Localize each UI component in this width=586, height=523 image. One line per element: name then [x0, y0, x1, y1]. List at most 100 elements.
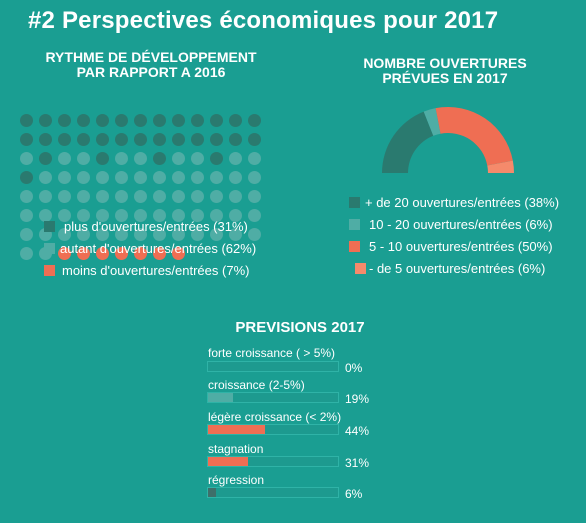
- dot-plus: [20, 171, 33, 184]
- dot-autant: [115, 152, 128, 165]
- dot-plus: [77, 114, 90, 127]
- dot-plus: [96, 152, 109, 165]
- dot-autant: [20, 190, 33, 203]
- dot-autant: [115, 171, 128, 184]
- bar-track-legere: [207, 424, 339, 435]
- rythme-heading: RYTHME DE DÉVELOPPEMENT PAR RAPPORT A 20…: [20, 50, 282, 80]
- dot-plus: [115, 114, 128, 127]
- legend-swatch-autant: [44, 243, 55, 254]
- dot-autant: [20, 228, 33, 241]
- bar-pct-forte: 0%: [345, 361, 363, 375]
- legend-label-less5: - de 5 ouvertures/entrées (6%): [369, 261, 546, 276]
- donut-slice-5-10: [435, 107, 513, 166]
- dot-autant: [153, 190, 166, 203]
- dot-autant: [153, 228, 166, 241]
- dot-autant: [39, 171, 52, 184]
- bar-pct-legere: 44%: [345, 424, 370, 438]
- dot-autant: [210, 209, 223, 222]
- dot-plus: [96, 114, 109, 127]
- dot-autant: [58, 152, 71, 165]
- bar-track-croissance: [207, 392, 339, 403]
- legend-label-5-10: 5 - 10 ouvertures/entrées (50%): [369, 239, 553, 254]
- legend-label-20plus: + de 20 ouvertures/entrées (38%): [365, 195, 560, 210]
- ouvertures-heading-line2: PRÉVUES EN 2017: [382, 70, 508, 86]
- dot-autant: [77, 190, 90, 203]
- dot-moins: [96, 247, 109, 260]
- dot-moins: [77, 247, 90, 260]
- dot-plus: [134, 133, 147, 146]
- dot-plus: [248, 114, 261, 127]
- donut-slice-less5: [487, 160, 514, 173]
- dot-autant: [134, 190, 147, 203]
- dot-autant: [229, 190, 242, 203]
- ouvertures-half-donut: [382, 107, 514, 173]
- dot-autant: [96, 190, 109, 203]
- dot-autant: [96, 171, 109, 184]
- dot-autant: [153, 209, 166, 222]
- dot-autant: [115, 228, 128, 241]
- dot-autant: [248, 209, 261, 222]
- legend-swatch-moins: [44, 265, 55, 276]
- rythme-heading-line1: RYTHME DE DÉVELOPPEMENT: [45, 49, 257, 65]
- bar-label-regression: régression: [208, 473, 265, 487]
- dot-autant: [210, 228, 223, 241]
- dot-plus: [134, 114, 147, 127]
- dot-plus: [115, 133, 128, 146]
- dot-plus: [210, 133, 223, 146]
- dot-plus: [20, 133, 33, 146]
- dot-plus: [172, 133, 185, 146]
- bar-pct-regression: 6%: [345, 487, 363, 501]
- dot-plus: [39, 152, 52, 165]
- dot-autant: [134, 209, 147, 222]
- dot-autant: [134, 171, 147, 184]
- dot-autant: [39, 209, 52, 222]
- dot-autant: [134, 228, 147, 241]
- bar-label-forte: forte croissance ( > 5%): [208, 346, 336, 360]
- dot-plus: [191, 133, 204, 146]
- dot-moins: [58, 247, 71, 260]
- dot-moins: [134, 247, 147, 260]
- dot-plus: [153, 133, 166, 146]
- bar-label-stagnation: stagnation: [208, 442, 264, 456]
- dot-autant: [248, 152, 261, 165]
- dot-autant: [115, 190, 128, 203]
- dot-autant: [20, 209, 33, 222]
- dot-autant: [77, 171, 90, 184]
- dot-autant: [191, 190, 204, 203]
- bar-fill-regression: [208, 488, 216, 497]
- dot-autant: [58, 171, 71, 184]
- bar-fill-croissance: [208, 393, 233, 402]
- dot-plus: [39, 114, 52, 127]
- legend-label-10-20: 10 - 20 ouvertures/entrées (6%): [369, 217, 553, 232]
- ouvertures-heading-line1: NOMBRE OUVERTURES: [363, 55, 527, 71]
- legend-swatch-20plus: [349, 197, 360, 208]
- dot-autant: [172, 152, 185, 165]
- bar-pct-croissance: 19%: [345, 392, 370, 406]
- dot-plus: [96, 133, 109, 146]
- dot-autant: [248, 190, 261, 203]
- dot-plus: [210, 114, 223, 127]
- dot-plus: [58, 133, 71, 146]
- dot-plus: [229, 114, 242, 127]
- dot-autant: [229, 209, 242, 222]
- dot-plus: [39, 133, 52, 146]
- dot-autant: [134, 152, 147, 165]
- legend-swatch-less5: [355, 263, 366, 274]
- dot-plus: [210, 152, 223, 165]
- bar-fill-legere: [208, 425, 266, 434]
- dot-moins: [115, 247, 128, 260]
- bar-fill-stagnation: [208, 457, 249, 466]
- dot-autant: [248, 228, 261, 241]
- bar-track-regression: [207, 487, 339, 498]
- legend-swatch-5-10: [349, 241, 360, 252]
- donut-slice-10-20: [423, 108, 441, 136]
- dot-autant: [58, 209, 71, 222]
- dot-autant: [58, 228, 71, 241]
- bar-pct-stagnation: 31%: [345, 456, 370, 470]
- dot-plus: [191, 114, 204, 127]
- legend-label-plus: plus d'ouvertures/entrées (31%): [64, 219, 248, 234]
- dot-autant: [229, 228, 242, 241]
- legend-label-moins: moins d'ouvertures/entrées (7%): [62, 263, 250, 278]
- dot-moins: [172, 247, 185, 260]
- dot-plus: [77, 133, 90, 146]
